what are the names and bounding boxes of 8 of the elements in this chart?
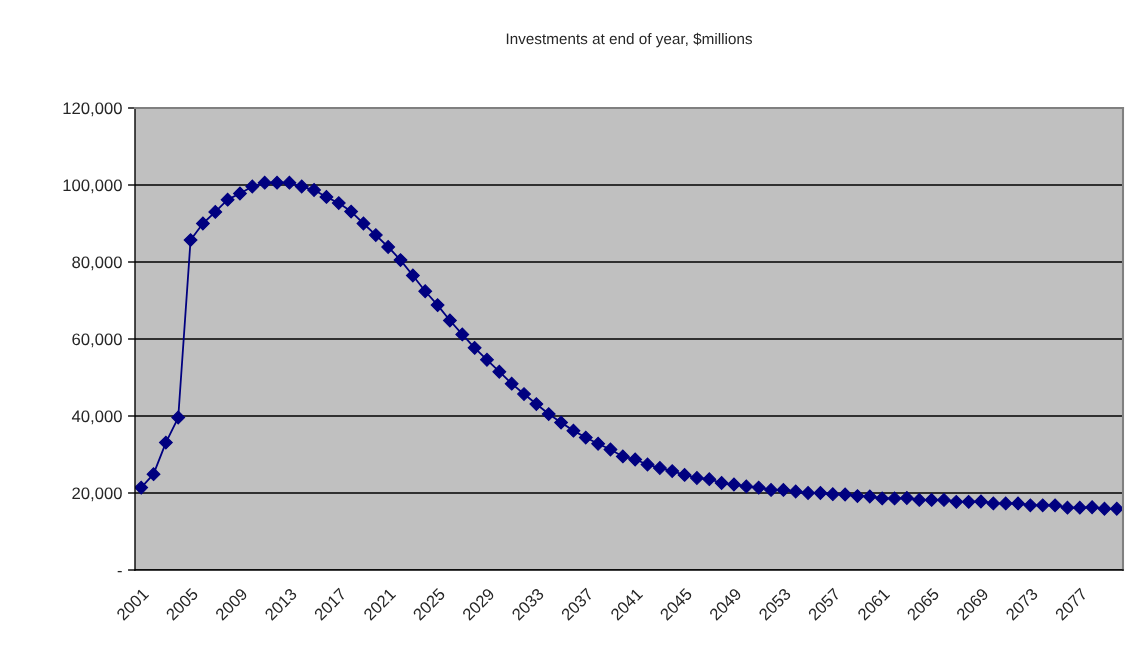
y-tick-label: 100,000 [63, 179, 122, 194]
y-tick-label: 80,000 [72, 256, 122, 271]
y-tick-label: 40,000 [71, 410, 122, 425]
y-tick-label: 20,000 [72, 487, 122, 502]
y-tick-label: 120,000 [63, 102, 122, 117]
y-tick-label: - [117, 570, 122, 573]
y-tick-label: 60,000 [72, 333, 122, 348]
chart-title: Investments at end of year, $millions [506, 32, 753, 48]
